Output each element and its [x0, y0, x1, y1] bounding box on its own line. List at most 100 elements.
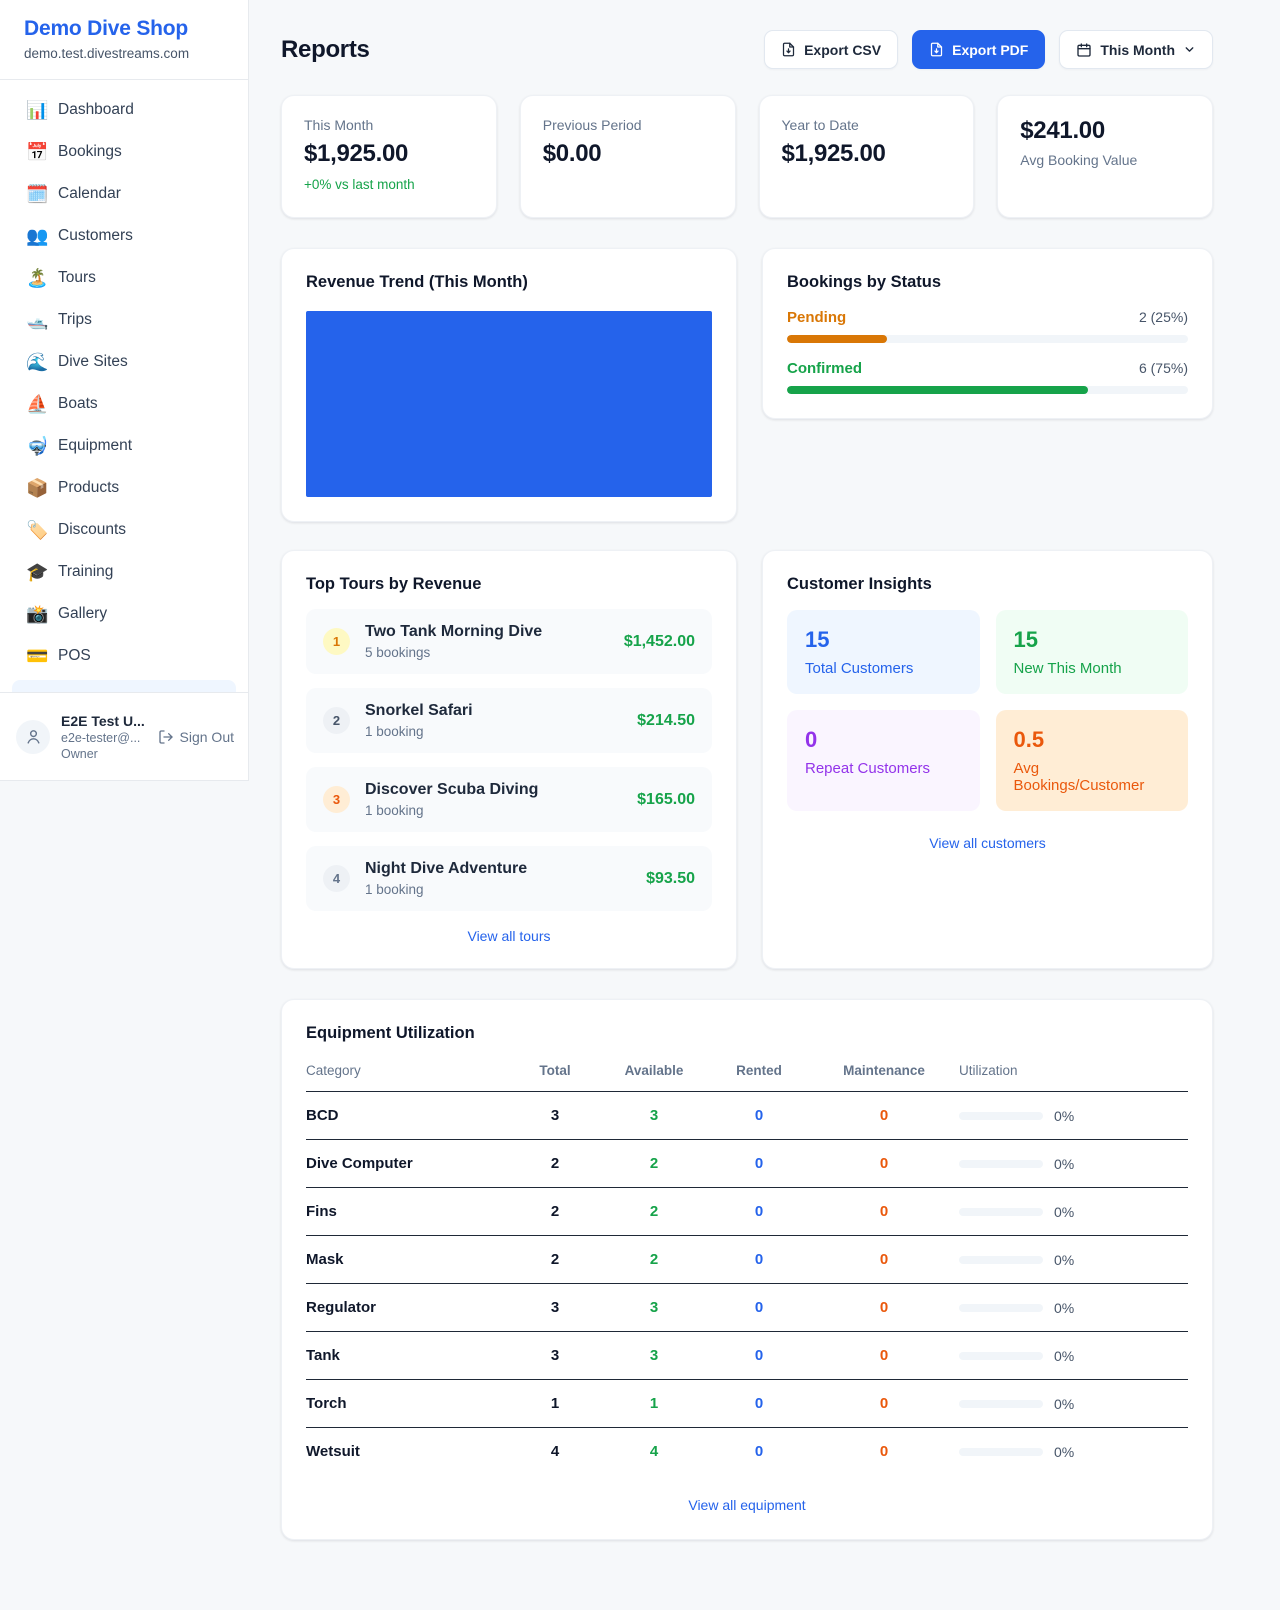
shop-subdomain: demo.test.divestreams.com — [24, 46, 190, 61]
tour-bookings: 5 bookings — [365, 645, 431, 660]
list-item: 3 Discover Scuba Diving 1 booking $165.0… — [306, 767, 712, 832]
view-all-tours-link[interactable]: View all tours — [467, 928, 551, 944]
status-row-confirmed: Confirmed 6 (75%) — [787, 360, 1188, 394]
tour-bookings: 1 booking — [365, 882, 424, 897]
list-item: 4 Night Dive Adventure 1 booking $93.50 — [306, 846, 712, 911]
column-header: Available — [624, 1063, 684, 1078]
sidebar-item-calendar[interactable]: 🗓️ Calendar — [26, 184, 121, 204]
sidebar-item-dive-sites[interactable]: 🌊 Dive Sites — [26, 352, 128, 372]
insight-tiles: 15 Total Customers 15 New This Month 0 R… — [787, 610, 1188, 811]
customer-insights-card: Customer Insights 15 Total Customers 15 … — [762, 550, 1213, 969]
insights-row: Top Tours by Revenue 1 Two Tank Morning … — [281, 550, 1213, 969]
progress-track — [787, 386, 1188, 394]
sidebar-item-customers[interactable]: 👥 Customers — [26, 226, 133, 246]
file-down-icon — [782, 42, 795, 57]
tile-value: 0.5 — [1013, 727, 1045, 752]
table-row: Regulator 3 3 0 0 0% — [306, 1284, 1188, 1332]
period-dropdown[interactable]: This Month — [1059, 30, 1213, 69]
equipment-icon: 🤿 — [26, 436, 49, 456]
sidebar-item-trips[interactable]: 🛥️ Trips — [26, 310, 92, 330]
view-all-customers-link[interactable]: View all customers — [929, 835, 1046, 851]
export-csv-button[interactable]: Export CSV — [764, 30, 899, 69]
sidebar-nav: 📊 Dashboard 📅 Bookings 🗓️ Calendar 👥 Cus… — [0, 80, 248, 692]
tour-list: 1 Two Tank Morning Dive 5 bookings $1,45… — [306, 609, 712, 911]
column-header: Maintenance — [843, 1063, 925, 1078]
utilization-bar — [959, 1303, 1043, 1312]
top-tours-card: Top Tours by Revenue 1 Two Tank Morning … — [281, 550, 737, 969]
user-role: Owner — [61, 746, 98, 761]
utilization-bar — [959, 1351, 1043, 1360]
status-count: 2 (25%) — [1138, 309, 1188, 325]
export-pdf-button[interactable]: Export PDF — [912, 30, 1046, 69]
stat-delta: +0% vs last month — [304, 177, 415, 192]
utilization-bar — [959, 1399, 1043, 1408]
sign-out-button[interactable]: Sign Out — [158, 729, 234, 745]
list-item: 1 Two Tank Morning Dive 5 bookings $1,45… — [306, 609, 712, 674]
file-down-icon — [930, 42, 943, 57]
main-content: Reports Export CSV Export PDF This Month… — [249, 0, 1280, 1540]
table-row: Wetsuit 4 4 0 0 0% — [306, 1443, 1075, 1460]
sidebar-item-bookings[interactable]: 📅 Bookings — [26, 142, 122, 162]
user-name: E2E Test U... — [61, 712, 145, 729]
rank-badge: 4 — [323, 865, 350, 892]
dive-sites-icon: 🌊 — [26, 352, 49, 372]
equipment-utilization-card: Equipment Utilization Category Total Ava… — [281, 999, 1213, 1540]
customers-icon: 👥 — [26, 226, 49, 246]
status-label: Confirmed — [787, 360, 862, 377]
charts-row: Revenue Trend (This Month) Bookings by S… — [281, 248, 1213, 522]
utilization-bar — [959, 1111, 1043, 1120]
column-header: Utilization — [959, 1063, 1018, 1078]
tile-new-this-month: 15 New This Month — [995, 610, 1188, 694]
dashboard-icon: 📊 — [26, 100, 49, 120]
sidebar-item-equipment[interactable]: 🤿 Equipment — [26, 436, 133, 456]
user-email: e2e-tester@... — [61, 730, 141, 745]
header-actions: Export CSV Export PDF This Month — [764, 30, 1213, 69]
rank-badge: 3 — [323, 786, 350, 813]
tour-name: Night Dive Adventure — [365, 860, 528, 877]
top-tours-title: Top Tours by Revenue — [306, 575, 482, 593]
sidebar-item-products[interactable]: 📦 Products — [26, 478, 120, 498]
customer-insights-title: Customer Insights — [787, 575, 932, 593]
progress-fill — [787, 335, 888, 343]
stat-label: Year to Date — [781, 117, 859, 133]
tile-avg-bookings-customer: 0.5 Avg Bookings/Customer — [995, 710, 1188, 811]
tour-name: Discover Scuba Diving — [365, 781, 539, 798]
view-all-equipment-link[interactable]: View all equipment — [688, 1497, 806, 1513]
tile-label: Total Customers — [805, 660, 914, 677]
sign-out-icon — [158, 729, 173, 744]
sidebar-item-discounts[interactable]: 🏷️ Discounts — [26, 520, 127, 540]
utilization-bar — [959, 1447, 1043, 1456]
sidebar-item-boats[interactable]: ⛵ Boats — [26, 394, 98, 414]
tile-total-customers: 15 Total Customers — [787, 610, 980, 694]
tile-label: New This Month — [1013, 660, 1122, 677]
tour-name: Snorkel Safari — [365, 702, 473, 719]
utilization-bar — [959, 1255, 1043, 1264]
stat-label: Previous Period — [542, 117, 642, 133]
revenue-trend-bar — [306, 311, 712, 497]
pos-icon: 💳 — [26, 646, 49, 666]
avatar — [16, 719, 50, 754]
tour-amount: $214.50 — [637, 711, 695, 729]
training-icon: 🎓 — [26, 562, 49, 582]
sidebar-item-pos[interactable]: 💳 POS — [26, 646, 91, 666]
sidebar: Demo Dive Shop demo.test.divestreams.com… — [0, 0, 249, 781]
sidebar-item-gallery[interactable]: 📸 Gallery — [26, 604, 108, 624]
chevron-down-icon — [1185, 47, 1194, 52]
sidebar-header: Demo Dive Shop demo.test.divestreams.com — [0, 0, 248, 80]
sidebar-item-training[interactable]: 🎓 Training — [26, 562, 114, 582]
tour-name: Two Tank Morning Dive — [365, 623, 543, 640]
sidebar-item-dashboard[interactable]: 📊 Dashboard — [26, 100, 134, 120]
shop-title: Demo Dive Shop — [24, 17, 189, 40]
stat-card-avg-booking-value: $241.00 Avg Booking Value — [997, 95, 1213, 218]
column-header: Rented — [736, 1063, 782, 1078]
bookings-icon: 📅 — [26, 142, 49, 162]
sidebar-item-reports-partial[interactable] — [12, 680, 236, 692]
table-row: Dive Computer 2 2 0 0 0% — [306, 1140, 1188, 1188]
sidebar-item-tours[interactable]: 🏝️ Tours — [26, 268, 96, 288]
stat-value: $0.00 — [542, 140, 602, 167]
calendar-icon — [1077, 42, 1092, 57]
person-icon — [26, 730, 40, 744]
progress-track — [787, 335, 1188, 343]
tile-value: 15 — [1013, 627, 1038, 652]
stat-card-year-to-date: Year to Date $1,925.00 — [758, 95, 975, 218]
